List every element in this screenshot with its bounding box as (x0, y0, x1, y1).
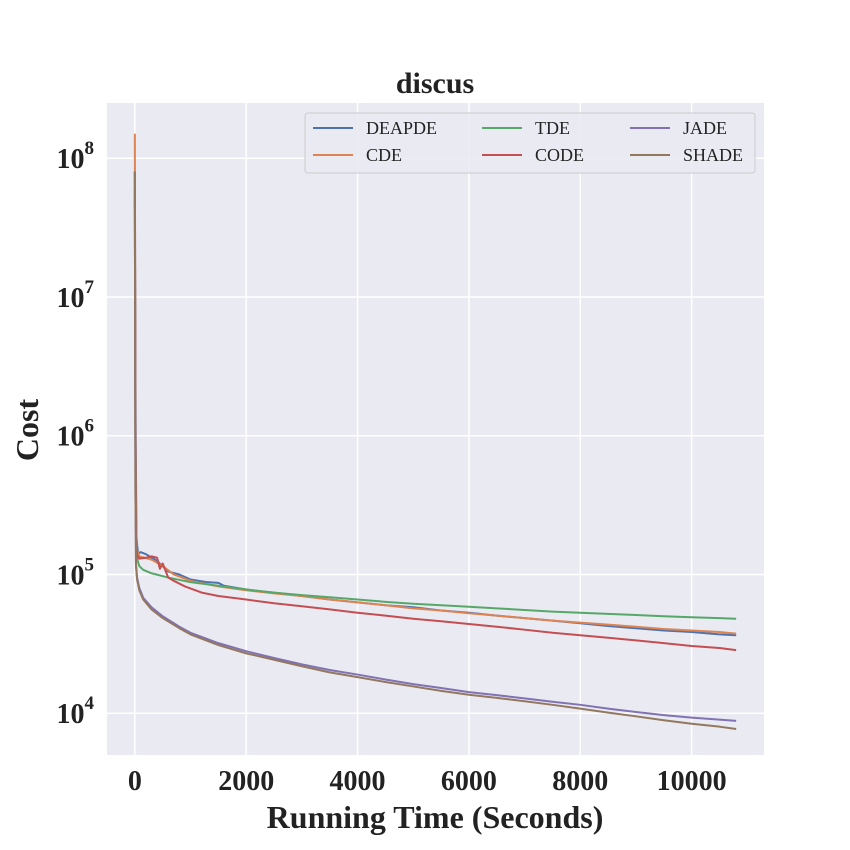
plot-background (107, 103, 764, 755)
grid (107, 103, 764, 755)
x-axis-label: Running Time (Seconds) (267, 799, 604, 835)
x-tick-label: 10000 (657, 766, 727, 797)
legend-label-deapde: DEAPDE (366, 118, 437, 138)
legend-label-cde: CDE (366, 145, 402, 165)
x-ticks: 0 2000 4000 6000 8000 10000 (128, 766, 727, 797)
legend-label-shade: SHADE (683, 145, 743, 165)
legend-label-code: CODE (535, 145, 584, 165)
x-tick-label: 0 (128, 766, 142, 797)
x-tick-label: 4000 (330, 766, 386, 797)
x-tick-label: 8000 (552, 766, 608, 797)
y-tick-label: 106 (57, 416, 95, 453)
y-ticks: 104 105 106 107 108 (57, 138, 95, 730)
series-line-cde (133, 133, 737, 635)
chart-title: discus (396, 67, 474, 100)
y-axis-label: Cost (9, 399, 45, 462)
x-tick-label: 6000 (441, 766, 497, 797)
y-tick-label: 108 (57, 138, 95, 175)
series-line-code (133, 188, 737, 652)
legend-label-jade: JADE (683, 118, 727, 138)
y-tick-label: 107 (57, 277, 95, 314)
legend-label-tde: TDE (535, 118, 570, 138)
legend: DEAPDE CDE TDE CODE JADE SHADE (304, 112, 756, 174)
series-layer (133, 133, 737, 730)
series-line-tde (133, 199, 737, 620)
x-tick-label: 2000 (218, 766, 274, 797)
series-line-shade (133, 171, 737, 730)
y-tick-label: 104 (57, 693, 95, 730)
y-tick-label: 105 (57, 554, 95, 591)
